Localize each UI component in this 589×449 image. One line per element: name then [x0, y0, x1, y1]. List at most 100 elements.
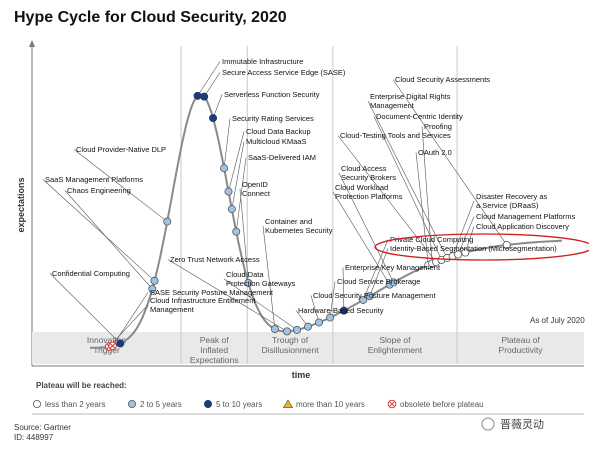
technology-label: Cloud Access Security Brokers	[341, 164, 396, 182]
leader-line	[231, 141, 245, 210]
leader-line	[452, 200, 475, 257]
leader-line	[367, 100, 448, 259]
technology-label: Document-Centric Identity	[376, 112, 463, 121]
legend-entry: obsolete before plateau	[387, 399, 484, 409]
technology-marker	[365, 292, 374, 301]
technology-label: Cloud Workload Protection Platforms	[335, 183, 403, 201]
leader-line	[197, 61, 221, 97]
technology-label: Identity-Based Segmentation (Microsegmen…	[390, 244, 557, 253]
technology-marker	[326, 313, 335, 322]
phase-label: Enlightenment	[368, 345, 423, 355]
leader-line	[310, 295, 320, 323]
legend: less than 2 years 2 to 5 years 5 to 10 yea…	[33, 399, 484, 409]
leader-line	[392, 79, 507, 246]
technology-label: Hardware-Based Security	[298, 306, 384, 315]
technology-label: Enterprise Key Management	[345, 263, 441, 272]
technology-marker	[502, 240, 511, 249]
x-axis-label: time	[292, 370, 311, 380]
legend-entry: 5 to 10 years	[203, 399, 262, 409]
technology-marker	[389, 278, 398, 287]
hype-curve	[90, 93, 562, 349]
leader-line	[362, 239, 389, 301]
leader-line	[465, 226, 475, 253]
legend-entry: less than 2 years	[33, 399, 105, 409]
leader-line	[212, 94, 223, 119]
technology-label: Proofing	[424, 122, 452, 131]
leader-line	[235, 157, 247, 232]
leader-line	[223, 118, 231, 169]
leader-line	[223, 278, 298, 331]
phase-label: Disillusionment	[261, 345, 319, 355]
source-note: Source: Gartner	[14, 423, 71, 432]
technology-label: Security Rating Services	[232, 114, 314, 123]
leader-lines	[42, 61, 507, 347]
technology-label: Cloud Data Backup	[246, 127, 311, 136]
leader-line	[49, 273, 121, 344]
technology-label: OAuth 2.0	[418, 148, 452, 157]
technology-marker	[224, 187, 233, 196]
technology-marker	[148, 285, 157, 294]
technology-labels: Cloud Infrastructure Entitlement Manageme…	[45, 57, 575, 315]
legend-label: more than 10 years	[296, 400, 365, 409]
technology-marker	[292, 325, 301, 334]
as-of-date: As of July 2020	[530, 316, 585, 325]
technology-label: Cloud Application Discovery	[476, 222, 569, 231]
technology-label: Private Cloud Computing	[390, 235, 473, 244]
technology-label: Cloud Provider-Native DLP	[76, 145, 166, 154]
legend-label: 2 to 5 years	[140, 400, 182, 409]
leader-line	[332, 191, 390, 285]
technology-marker	[227, 205, 236, 214]
technology-label: Cloud Security Assessments	[395, 75, 490, 84]
leader-line	[457, 216, 475, 255]
technology-label: Secure Access Service Edge (SASE)	[222, 68, 346, 77]
technology-label: SASE Security Posture Management	[150, 288, 274, 297]
leader-line	[239, 188, 249, 283]
technology-label: Cloud-Testing Tools and Services	[340, 131, 451, 140]
technology-label: Container and Kubernetes Security	[265, 217, 333, 235]
technology-label: Cloud Service Brokerage	[337, 277, 420, 286]
technology-marker	[220, 164, 229, 173]
technology-label: OpenID Connect	[242, 180, 271, 198]
leader-line	[342, 267, 345, 311]
legend-entry: more than 10 years	[282, 399, 365, 409]
technology-label: SaaS-Delivered IAM	[248, 153, 316, 162]
technology-marker	[193, 91, 202, 100]
technology-label: Zero Trust Network Access	[170, 255, 260, 264]
technology-marker	[270, 325, 279, 334]
technology-label: Enterprise Digital Rights Management	[370, 92, 451, 110]
legend-label: 5 to 10 years	[216, 400, 262, 409]
technology-label: Cloud Infrastructure Entitlement Manageme…	[150, 296, 256, 314]
technology-label: Cloud Data Protection Gateways	[226, 270, 295, 288]
leader-line	[64, 190, 153, 290]
leader-line	[112, 292, 149, 347]
technology-marker	[339, 306, 348, 315]
phase-label: Innovation	[87, 335, 126, 345]
phase-label: Inflated	[200, 345, 228, 355]
technology-label: Chaos Engineering	[67, 186, 131, 195]
phase-band	[32, 332, 584, 364]
legend-entry: 2 to 5 years	[127, 399, 182, 409]
technology-marker	[461, 248, 470, 257]
technology-marker	[315, 318, 324, 327]
phase-label: Trigger	[93, 345, 120, 355]
technology-label: Serverless Function Security	[224, 90, 320, 99]
obsolete-marker	[108, 341, 117, 351]
technology-marker	[303, 322, 312, 331]
technology-marker	[116, 339, 125, 348]
technology-label: Cloud Management Platforms	[476, 212, 575, 221]
leader-line	[203, 72, 221, 97]
technology-label: Disaster Recovery as a Service (DRaaS)	[476, 192, 548, 210]
technology-marker	[244, 278, 253, 287]
leader-line	[338, 172, 394, 283]
leader-line	[262, 225, 276, 330]
leader-line	[42, 179, 155, 282]
document-id: ID: 448997	[14, 433, 54, 442]
technology-marker	[200, 92, 209, 101]
leader-line	[337, 135, 437, 263]
technology-label: Confidential Computing	[52, 269, 130, 278]
phase-label: Slope of	[379, 335, 411, 345]
y-axis-arrow	[29, 40, 35, 47]
phase-dividers	[180, 46, 458, 364]
legend-label: obsolete before plateau	[400, 400, 484, 409]
